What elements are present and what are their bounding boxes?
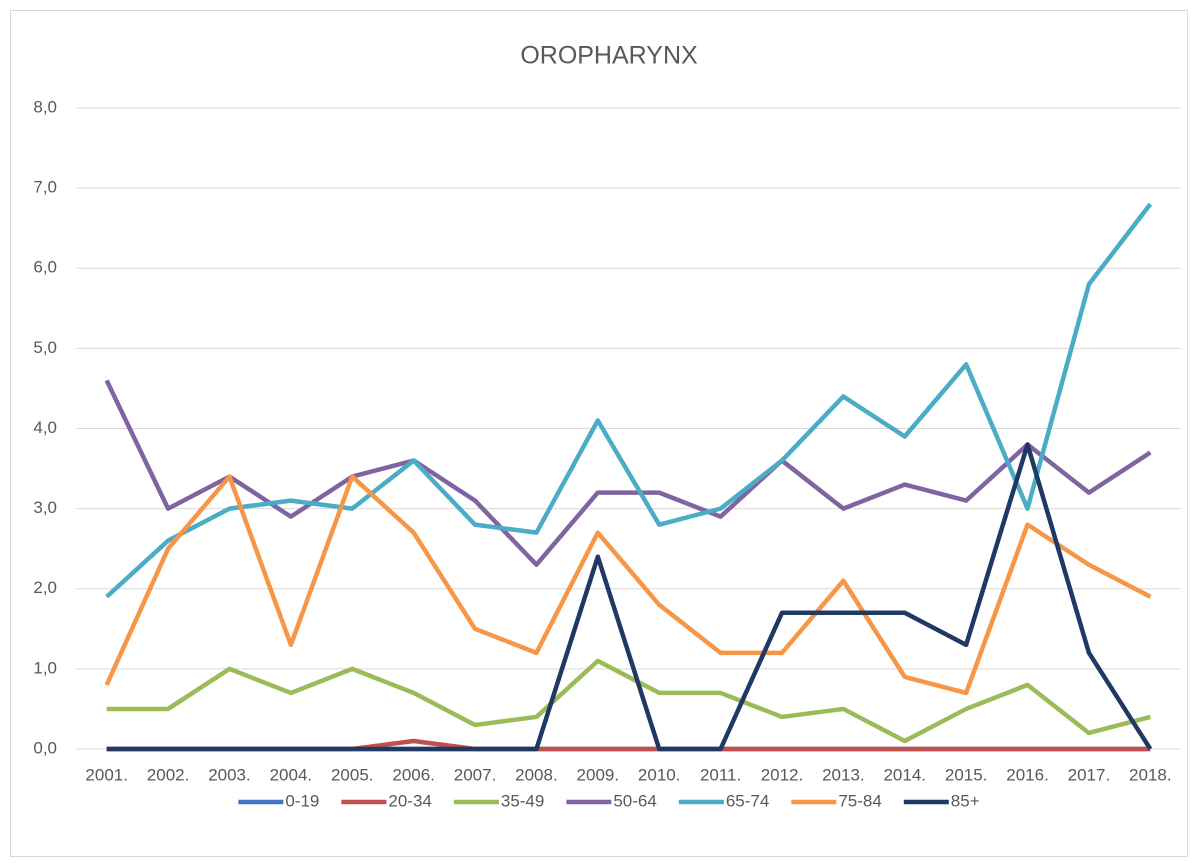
chart-border: [10, 10, 1188, 857]
x-tick-label: 2005.: [331, 765, 374, 784]
x-tick-label: 2013.: [822, 765, 865, 784]
legend-label: 35-49: [501, 791, 544, 810]
legend-label: 65-74: [726, 791, 769, 810]
x-tick-label: 2007.: [454, 765, 497, 784]
series-line: [106, 442, 1153, 752]
legend-label: 50-64: [613, 791, 656, 810]
y-tick-label: 0,0: [33, 738, 57, 757]
x-tick-label: 2008.: [515, 765, 558, 784]
legend-label: 20-34: [388, 791, 431, 810]
series-line: [104, 474, 1152, 696]
x-tick-label: 2012.: [761, 765, 804, 784]
series-line: [104, 379, 1152, 567]
x-tick-label: 2003.: [208, 765, 251, 784]
series-line: [105, 202, 1153, 599]
x-tick-label: 2011.: [700, 765, 741, 784]
legend-label: 0-19: [285, 791, 319, 810]
x-tick-label: 2017.: [1068, 765, 1111, 784]
x-tick-label: 2010.: [638, 765, 681, 784]
y-tick-label: 4,0: [33, 418, 57, 437]
legend-label: 75-84: [838, 791, 881, 810]
series-line: [106, 658, 1151, 744]
x-tick-label: 2015.: [945, 765, 988, 784]
x-tick-label: 2004.: [270, 765, 313, 784]
x-tick-label: 2018.: [1129, 765, 1172, 784]
x-tick-label: 2002.: [147, 765, 190, 784]
y-tick-label: 1,0: [33, 658, 57, 677]
y-tick-label: 3,0: [33, 498, 57, 517]
x-tick-label: 2014.: [883, 765, 926, 784]
chart-title: OROPHARYNX: [520, 42, 698, 70]
x-tick-label: 2016.: [1006, 765, 1049, 784]
y-tick-label: 6,0: [33, 258, 57, 277]
y-tick-label: 5,0: [33, 338, 57, 357]
y-tick-label: 2,0: [33, 578, 57, 597]
y-tick-label: 7,0: [33, 178, 57, 197]
x-tick-label: 2001.: [85, 765, 128, 784]
y-tick-label: 8,0: [33, 97, 57, 116]
x-tick-label: 2009.: [577, 765, 620, 784]
x-tick-label: 2006.: [392, 765, 435, 784]
legend-label: 85+: [951, 791, 980, 810]
